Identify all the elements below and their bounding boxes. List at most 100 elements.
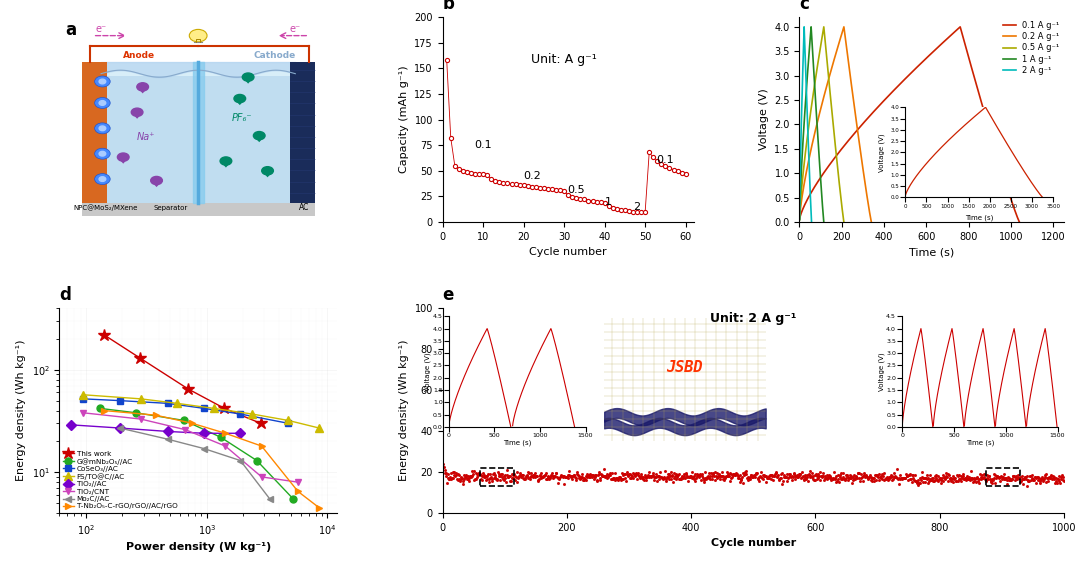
Mo₂C//AC xyxy=(113,425,126,431)
0.5 A g⁻¹ xyxy=(801,128,814,135)
TiO₂/CNT xyxy=(179,426,192,433)
1 A g⁻¹ xyxy=(809,95,822,101)
Y-axis label: Voltage (V): Voltage (V) xyxy=(759,89,769,150)
1 A g⁻¹ xyxy=(804,37,816,44)
Polygon shape xyxy=(102,76,295,202)
Text: a: a xyxy=(65,21,76,39)
FS/TO@C//AC xyxy=(207,405,220,412)
Y-axis label: Energy density (Wh kg⁻¹): Energy density (Wh kg⁻¹) xyxy=(399,340,409,481)
0.2 A g⁻¹ xyxy=(793,216,806,223)
TiO₂//AC xyxy=(113,425,126,431)
Polygon shape xyxy=(82,62,107,202)
Line: T-Nb₂O₅-C-rGO/rGO//AC/rGO: T-Nb₂O₅-C-rGO/rGO//AC/rGO xyxy=(100,407,323,511)
0.2 A g⁻¹ xyxy=(851,129,864,136)
Polygon shape xyxy=(132,113,143,119)
Text: Unit: 2 A g⁻¹: Unit: 2 A g⁻¹ xyxy=(710,312,796,325)
Text: 0.5: 0.5 xyxy=(567,185,585,196)
Text: 1: 1 xyxy=(605,197,612,206)
Circle shape xyxy=(132,108,143,116)
Polygon shape xyxy=(220,162,231,168)
X-axis label: Power density (W kg⁻¹): Power density (W kg⁻¹) xyxy=(125,542,271,552)
Legend: This work, G@mNb₂O₅//AC, CoSeO₃//AC, FS/TO@C//AC, TiO₂//AC, TiO₂/CNT, Mo₂C//AC, : This work, G@mNb₂O₅//AC, CoSeO₃//AC, FS/… xyxy=(63,450,177,510)
G@mNb₂O₅//AC xyxy=(130,409,143,416)
Line: 0.1 A g⁻¹: 0.1 A g⁻¹ xyxy=(799,27,1020,222)
Circle shape xyxy=(137,83,148,91)
0.5 A g⁻¹ xyxy=(818,23,831,30)
X-axis label: Time (s): Time (s) xyxy=(909,247,955,257)
Text: 0.2: 0.2 xyxy=(523,171,541,181)
Text: c: c xyxy=(799,0,809,13)
T-Nb₂O₅-C-rGO/rGO//AC/rGO xyxy=(97,407,110,414)
Polygon shape xyxy=(137,88,148,93)
Text: Na⁺: Na⁺ xyxy=(137,132,156,142)
Circle shape xyxy=(189,30,207,42)
Text: d: d xyxy=(59,286,71,304)
0.5 A g⁻¹ xyxy=(824,95,837,101)
Text: b: b xyxy=(443,0,455,13)
Polygon shape xyxy=(234,99,245,105)
TiO₂/CNT xyxy=(255,474,268,481)
0.2 A g⁻¹ xyxy=(834,37,847,44)
Line: 0.2 A g⁻¹: 0.2 A g⁻¹ xyxy=(799,27,872,222)
2 A g⁻¹ xyxy=(795,99,808,106)
CoSeO₃//AC xyxy=(282,420,295,427)
CoSeO₃//AC xyxy=(77,396,90,402)
Line: TiO₂/CNT: TiO₂/CNT xyxy=(80,409,301,486)
Polygon shape xyxy=(102,62,295,76)
Circle shape xyxy=(234,95,245,103)
TiO₂//AC xyxy=(161,428,174,435)
0.1 A g⁻¹ xyxy=(974,95,987,101)
Line: 1 A g⁻¹: 1 A g⁻¹ xyxy=(799,27,824,222)
Text: 2: 2 xyxy=(634,202,640,211)
Polygon shape xyxy=(262,172,273,177)
Circle shape xyxy=(254,132,265,140)
Text: 0.1: 0.1 xyxy=(474,140,492,150)
Mo₂C//AC xyxy=(198,445,211,452)
2 A g⁻¹ xyxy=(797,37,810,44)
Line: This work: This work xyxy=(97,328,267,430)
Text: Cathode: Cathode xyxy=(254,51,296,60)
0.5 A g⁻¹ xyxy=(827,129,840,136)
0.5 A g⁻¹ xyxy=(821,62,834,68)
CoSeO₃//AC xyxy=(161,400,174,407)
FS/TO@C//AC xyxy=(282,417,295,424)
Polygon shape xyxy=(243,78,254,84)
2 A g⁻¹ xyxy=(799,62,812,68)
0.2 A g⁻¹ xyxy=(865,219,878,226)
T-Nb₂O₅-C-rGO/rGO//AC/rGO xyxy=(150,412,163,418)
TiO₂/CNT xyxy=(219,443,232,450)
Y-axis label: Capacity (mAh g⁻¹): Capacity (mAh g⁻¹) xyxy=(399,66,408,173)
FS/TO@C//AC xyxy=(313,425,326,431)
TiO₂/CNT xyxy=(292,479,305,486)
Line: TiO₂//AC: TiO₂//AC xyxy=(68,421,244,437)
2 A g⁻¹ xyxy=(795,128,808,135)
This work xyxy=(181,385,194,392)
FS/TO@C//AC xyxy=(245,410,258,417)
Line: Mo₂C//AC: Mo₂C//AC xyxy=(117,425,273,502)
Circle shape xyxy=(118,153,130,161)
Circle shape xyxy=(99,79,106,84)
Mo₂C//AC xyxy=(234,457,247,464)
Circle shape xyxy=(242,73,254,81)
T-Nb₂O₅-C-rGO/rGO//AC/rGO xyxy=(313,504,326,511)
TiO₂//AC xyxy=(65,421,78,428)
Polygon shape xyxy=(82,202,314,216)
Bar xyxy=(480,468,514,486)
Y-axis label: Energy density (Wh kg⁻¹): Energy density (Wh kg⁻¹) xyxy=(16,340,26,481)
X-axis label: Cycle number: Cycle number xyxy=(529,247,607,257)
TiO₂/CNT xyxy=(135,416,148,422)
Circle shape xyxy=(95,76,110,87)
0.5 A g⁻¹ xyxy=(793,216,806,223)
Circle shape xyxy=(99,177,106,181)
0.1 A g⁻¹ xyxy=(1013,219,1026,226)
X-axis label: Cycle number: Cycle number xyxy=(711,538,796,548)
1 A g⁻¹ xyxy=(805,23,818,30)
Circle shape xyxy=(95,174,110,185)
2 A g⁻¹ xyxy=(801,129,814,136)
This work xyxy=(134,355,147,361)
FS/TO@C//AC xyxy=(77,392,90,398)
1 A g⁻¹ xyxy=(818,219,831,226)
CoSeO₃//AC xyxy=(198,405,211,412)
2 A g⁻¹ xyxy=(800,95,813,101)
This work xyxy=(254,420,267,427)
